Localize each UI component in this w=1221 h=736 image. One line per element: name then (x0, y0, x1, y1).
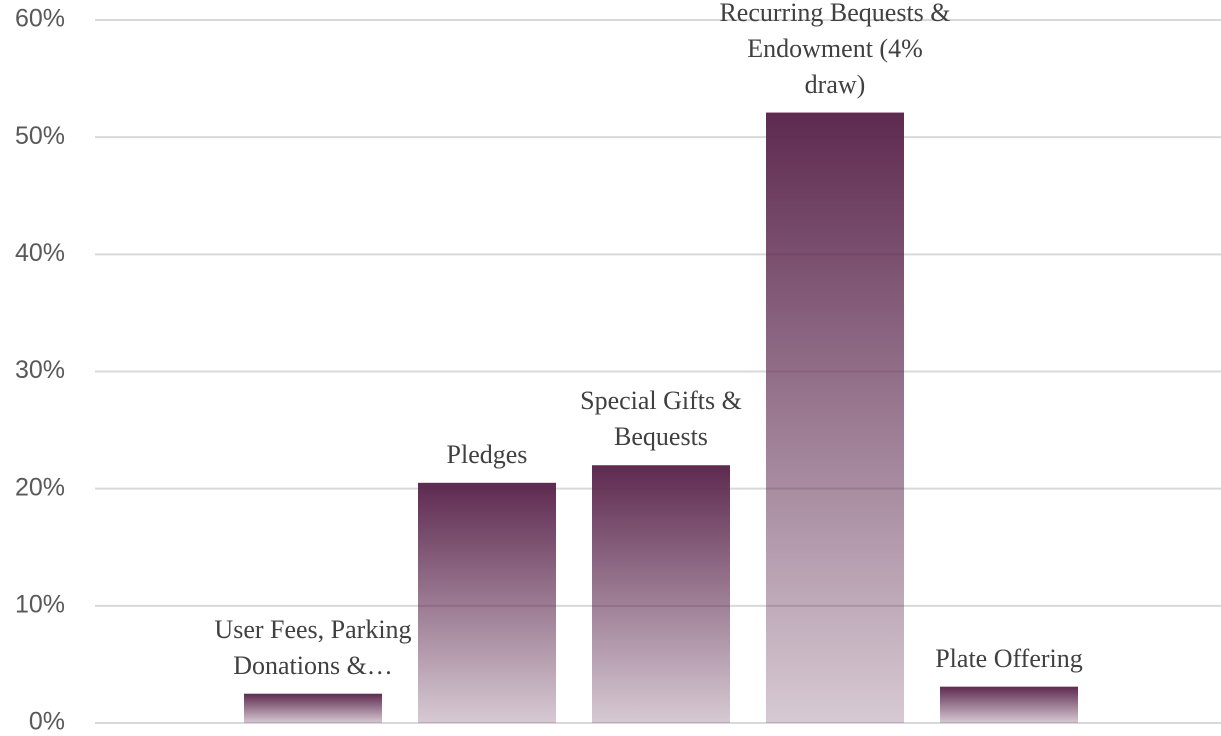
category-label: Pledges (446, 439, 528, 469)
category-label: Plate Offering (935, 643, 1083, 673)
y-tick-label: 30% (15, 356, 65, 384)
category-label: User Fees, Parking Donations &… (214, 614, 412, 680)
y-tick-label: 40% (15, 239, 65, 267)
y-tick-label: 10% (15, 590, 65, 618)
bar (592, 465, 730, 723)
y-tick-label: 0% (29, 708, 65, 736)
bar (940, 686, 1078, 723)
y-tick-label: 50% (15, 122, 65, 150)
bar (244, 693, 382, 723)
bar (766, 112, 904, 724)
y-tick-label: 60% (15, 5, 65, 33)
category-label: Recurring Bequests & Endowment (4% draw) (719, 0, 951, 99)
category-label: Special Gifts & Bequests (580, 386, 742, 452)
y-tick-label: 20% (15, 473, 65, 501)
bar (418, 482, 556, 723)
